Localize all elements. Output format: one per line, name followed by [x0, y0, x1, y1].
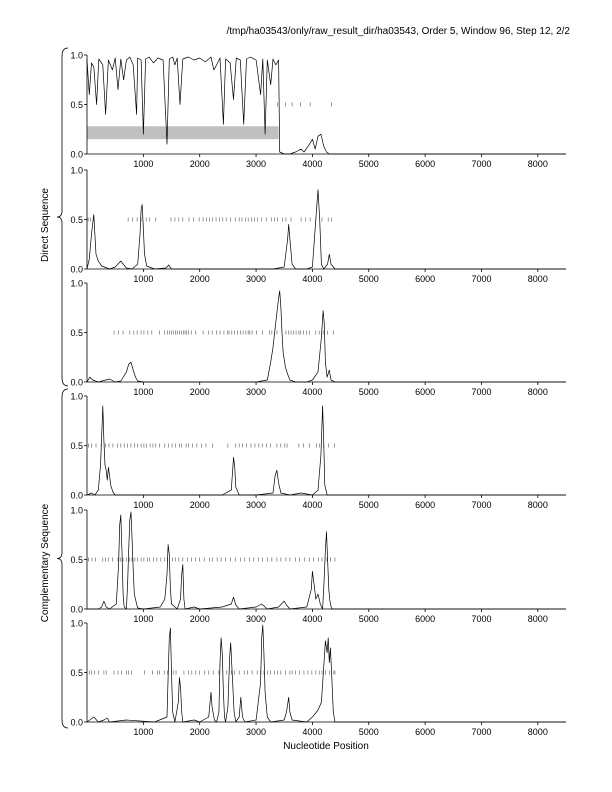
x-tick-label: 2000 — [190, 274, 210, 284]
x-axis-label: Nucleotide Position — [283, 741, 369, 752]
x-tick-label: 4000 — [302, 500, 322, 510]
x-tick-label: 7000 — [471, 387, 491, 397]
x-tick-label: 8000 — [528, 274, 548, 284]
x-tick-label: 4000 — [302, 159, 322, 169]
x-tick-label: 8000 — [528, 500, 548, 510]
y-tick-label: 0.5 — [70, 215, 83, 225]
score-series-line — [86, 290, 566, 383]
x-tick-label: 2000 — [190, 159, 210, 169]
y-tick-label: 0.0 — [70, 150, 83, 160]
x-tick-label: 5000 — [359, 274, 379, 284]
strand-group-brackets — [56, 47, 69, 729]
y-tick-label: 0.0 — [70, 378, 83, 388]
y-tick-label: 0.5 — [70, 668, 83, 678]
y-tick-label: 0.5 — [70, 441, 83, 451]
y-tick-label: 0.0 — [70, 605, 83, 615]
y-tick-label: 0.0 — [70, 718, 83, 728]
x-tick-label: 3000 — [246, 727, 266, 737]
panel-direct-frame-1: 0.0 0.5 1.0 1000 2000 3000 4000 5000 6000 7000 800… — [70, 51, 566, 169]
y-tick-label: 1.0 — [70, 506, 83, 516]
x-tick-label: 6000 — [415, 727, 435, 737]
chart-panels: 0.0 0.5 1.0 1000 2000 3000 4000 5000 6000 7000 800… — [70, 51, 566, 737]
panel-complementary-frame-2: 0.0 0.5 1.0 1000 2000 3000 4000 5000 6000 7000 800… — [70, 506, 566, 624]
x-tick-label: 3000 — [246, 387, 266, 397]
x-tick-label: 8000 — [528, 387, 548, 397]
x-tick-label: 5000 — [359, 500, 379, 510]
x-tick-label: 5000 — [359, 159, 379, 169]
x-tick-label: 6000 — [415, 614, 435, 624]
x-tick-label: 5000 — [359, 387, 379, 397]
x-tick-label: 1000 — [133, 274, 153, 284]
panel-direct-frame-3: 0.0 0.5 1.0 1000 2000 3000 4000 5000 6000 7000 800… — [70, 279, 566, 397]
complementary-sequence-label: Complementary Sequence — [40, 503, 51, 622]
y-tick-label: 1.0 — [70, 51, 83, 61]
x-tick-label: 6000 — [415, 387, 435, 397]
x-tick-label: 2000 — [190, 727, 210, 737]
x-tick-label: 1000 — [133, 159, 153, 169]
x-tick-label: 6000 — [415, 274, 435, 284]
x-tick-label: 8000 — [528, 614, 548, 624]
y-tick-label: 1.0 — [70, 619, 83, 629]
x-tick-label: 4000 — [302, 727, 322, 737]
x-tick-label: 7000 — [471, 159, 491, 169]
highlight-region — [87, 126, 279, 140]
x-tick-label: 2000 — [190, 500, 210, 510]
y-tick-label: 0.5 — [70, 328, 83, 338]
x-tick-label: 8000 — [528, 727, 548, 737]
x-tick-label: 7000 — [471, 614, 491, 624]
x-tick-label: 2000 — [190, 614, 210, 624]
x-tick-label: 4000 — [302, 387, 322, 397]
score-series-line — [86, 405, 566, 496]
direct-bracket — [56, 47, 69, 387]
x-tick-label: 1000 — [133, 727, 153, 737]
x-tick-label: 3000 — [246, 500, 266, 510]
panel-direct-frame-2: 0.0 0.5 1.0 1000 2000 3000 4000 5000 6000 7000 800… — [70, 166, 566, 284]
score-series-line — [86, 189, 566, 270]
x-tick-label: 3000 — [246, 614, 266, 624]
y-tick-label: 1.0 — [70, 166, 83, 176]
x-tick-label: 7000 — [471, 500, 491, 510]
x-tick-label: 6000 — [415, 159, 435, 169]
complementary-bracket — [56, 388, 69, 729]
panel-complementary-frame-1: 0.0 0.5 1.0 1000 2000 3000 4000 5000 6000 7000 800… — [70, 392, 566, 510]
y-tick-label: 1.0 — [70, 279, 83, 289]
x-tick-label: 3000 — [246, 274, 266, 284]
y-tick-label: 0.5 — [70, 100, 83, 110]
x-tick-label: 2000 — [190, 387, 210, 397]
x-tick-label: 5000 — [359, 614, 379, 624]
score-series-line — [86, 624, 566, 723]
x-tick-label: 7000 — [471, 727, 491, 737]
x-tick-label: 1000 — [133, 387, 153, 397]
score-series-line — [87, 511, 566, 610]
x-tick-label: 8000 — [528, 159, 548, 169]
x-tick-label: 6000 — [415, 500, 435, 510]
x-tick-label: 1000 — [133, 614, 153, 624]
direct-sequence-label: Direct Sequence — [40, 188, 51, 262]
x-tick-label: 5000 — [359, 727, 379, 737]
x-tick-label: 1000 — [133, 500, 153, 510]
x-tick-label: 3000 — [246, 159, 266, 169]
x-tick-label: 7000 — [471, 274, 491, 284]
x-tick-label: 4000 — [302, 274, 322, 284]
y-tick-label: 0.0 — [70, 491, 83, 501]
page-header-title: /tmp/ha03543/only/raw_result_dir/ha03543… — [226, 26, 570, 37]
y-tick-label: 0.5 — [70, 555, 83, 565]
y-tick-label: 0.0 — [70, 265, 83, 275]
score-series-line — [86, 56, 566, 155]
y-tick-label: 1.0 — [70, 392, 83, 402]
panel-complementary-frame-3: 0.0 0.5 1.0 1000 2000 3000 4000 5000 6000 7000 800… — [70, 619, 566, 737]
x-tick-label: 4000 — [302, 614, 322, 624]
